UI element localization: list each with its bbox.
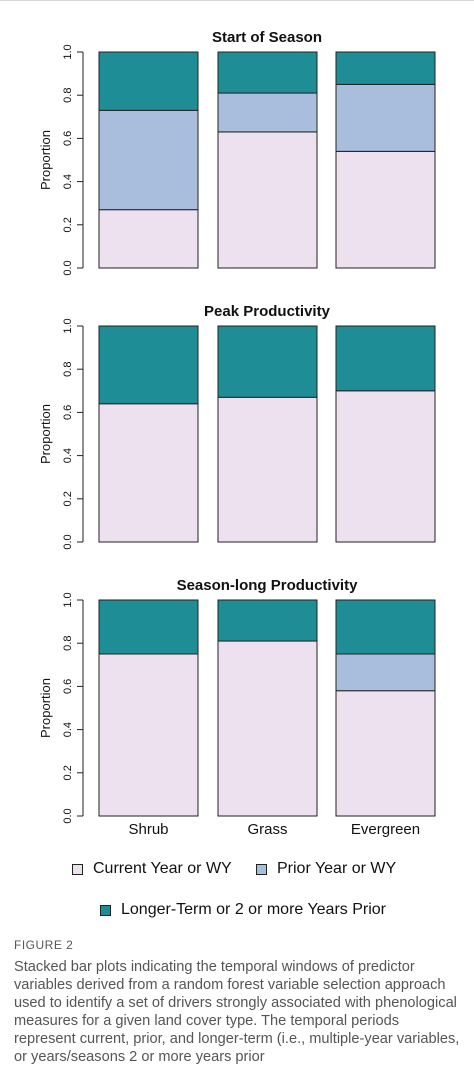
chart-title-0: Start of Season xyxy=(212,29,322,46)
y-axis-label-1: Proportion xyxy=(38,404,53,464)
category-label-2: Evergreen xyxy=(351,821,420,838)
y-tick-label-1-0: 0.0 xyxy=(62,534,74,549)
y-tick-label-1-1: 0.2 xyxy=(62,491,74,506)
figure-label: FIGURE 2 xyxy=(14,938,74,952)
chart-title-2: Season-long Productivity xyxy=(177,577,359,594)
legend-label-longer-term: Longer-Term or 2 or more Years Prior xyxy=(121,901,386,918)
bar-segment-0-2-1 xyxy=(335,83,436,152)
bar-segment-0-1-0 xyxy=(217,131,318,269)
y-tick-label-2-1: 0.2 xyxy=(62,765,74,780)
category-label-0: Shrub xyxy=(128,821,168,838)
stacked-bar-charts: Start of Season 0.0 0.2 0.4 0.6 0.8 1.0 Proport… xyxy=(38,29,436,838)
legend-item-current: Current Year or WY xyxy=(72,860,232,878)
y-tick-label-1-4: 0.8 xyxy=(62,362,74,377)
bar-segment-0-0-1 xyxy=(98,109,199,211)
legend-swatch-current xyxy=(72,863,83,875)
bar-segment-1-2-0 xyxy=(335,390,436,543)
bar-segment-0-1-1 xyxy=(217,92,318,133)
y-tick-label-1-3: 0.6 xyxy=(62,405,74,420)
y-tick-label-0-4: 0.8 xyxy=(62,88,74,103)
y-tick-label-0-1: 0.2 xyxy=(62,217,74,232)
y-axis-label-2: Proportion xyxy=(38,678,53,738)
bar-segment-0-0-2 xyxy=(98,51,199,111)
y-tick-label-1-2: 0.4 xyxy=(62,448,74,463)
bar-segment-2-0-0 xyxy=(98,653,199,817)
y-axis-label-0: Proportion xyxy=(38,130,53,190)
y-tick-label-0-0: 0.0 xyxy=(62,260,74,275)
y-tick-label-0-3: 0.6 xyxy=(62,131,74,146)
bar-segment-2-2-0 xyxy=(335,690,436,817)
y-tick-label-2-2: 0.4 xyxy=(62,722,74,737)
bar-segment-2-0-2 xyxy=(98,599,199,655)
bar-segment-1-2-2 xyxy=(335,325,436,392)
legend-item-longer-term: Longer-Term or 2 or more Years Prior xyxy=(100,901,386,919)
bar-segment-0-1-2 xyxy=(217,51,318,94)
bar-segment-1-0-2 xyxy=(98,325,199,405)
bar-segment-2-2-2 xyxy=(335,599,436,655)
category-label-1: Grass xyxy=(247,821,287,838)
y-tick-label-1-5: 1.0 xyxy=(62,318,74,333)
y-tick-label-2-5: 1.0 xyxy=(62,592,74,607)
legend-label-prior: Prior Year or WY xyxy=(277,860,397,877)
bar-segment-1-1-2 xyxy=(217,325,318,398)
figure-caption: Stacked bar plots indicating the tempora… xyxy=(14,959,460,1065)
bar-segment-0-2-0 xyxy=(335,150,436,269)
bar-segment-2-2-1 xyxy=(335,653,436,692)
bar-segment-2-1-2 xyxy=(217,599,318,642)
legend-swatch-prior xyxy=(256,863,267,875)
y-tick-label-0-5: 1.0 xyxy=(62,44,74,59)
top-divider xyxy=(0,0,474,1)
bar-segment-2-1-0 xyxy=(217,640,318,817)
bar-segment-1-0-0 xyxy=(98,403,199,543)
chart-title-1: Peak Productivity xyxy=(204,303,331,320)
bar-segment-0-2-2 xyxy=(335,51,436,85)
bar-segment-1-1-0 xyxy=(217,396,318,543)
legend-label-current: Current Year or WY xyxy=(93,860,232,877)
legend-item-prior: Prior Year or WY xyxy=(256,860,396,878)
y-tick-label-2-4: 0.8 xyxy=(62,636,74,651)
bar-segment-0-0-0 xyxy=(98,209,199,269)
legend-swatch-longer-term xyxy=(100,904,111,916)
y-tick-label-2-3: 0.6 xyxy=(62,679,74,694)
y-tick-label-0-2: 0.4 xyxy=(62,174,74,189)
y-tick-label-2-0: 0.0 xyxy=(62,808,74,823)
